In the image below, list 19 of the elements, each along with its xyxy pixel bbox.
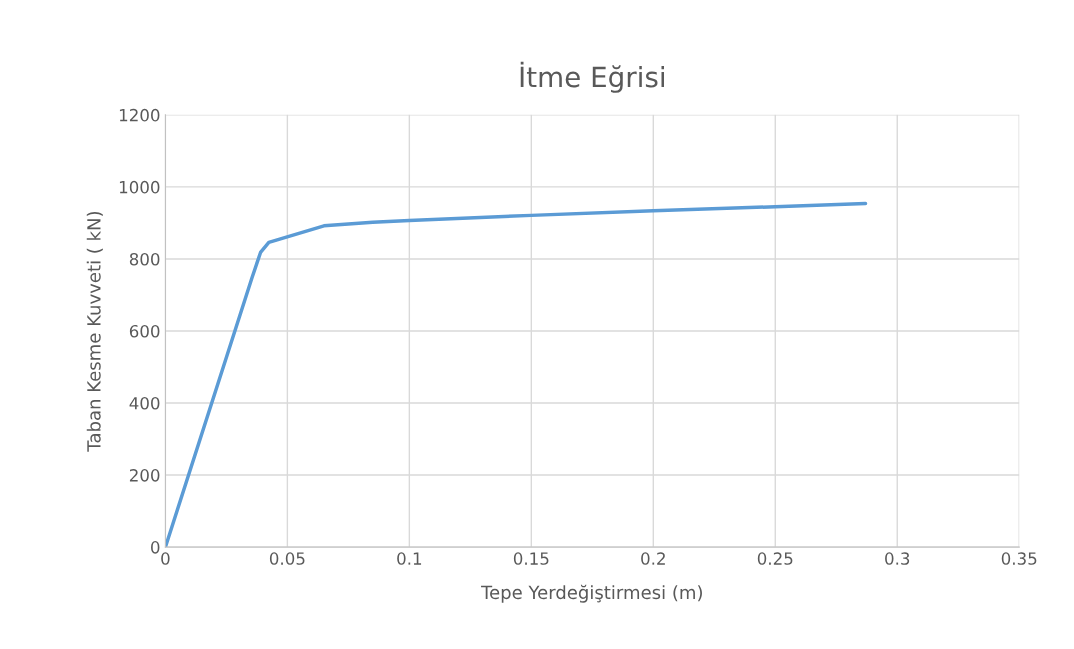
x-tick-label: 0.25 bbox=[757, 552, 793, 565]
x-tick-label: 0.15 bbox=[513, 552, 549, 565]
y-tick-label: 0 bbox=[151, 541, 160, 554]
y-tick-label: 400 bbox=[129, 396, 160, 410]
line-series bbox=[165, 201, 868, 548]
x-axis-title: Tepe Yerdeğiştirmesi (m) bbox=[481, 584, 702, 603]
x-tick-label: 0.3 bbox=[885, 552, 910, 565]
x-tick-label: 0.1 bbox=[397, 552, 422, 565]
y-tick-label: 1000 bbox=[119, 180, 160, 194]
chart-title: İtme Eğrisi bbox=[520, 61, 664, 93]
x-tick-label: 0.35 bbox=[1001, 552, 1037, 565]
x-tick-label: 0.2 bbox=[641, 552, 665, 565]
y-tick-label: 200 bbox=[129, 469, 160, 482]
y-tick-label: 1200 bbox=[119, 108, 160, 122]
y-axis-title: Taban Kesme Kuvveti ( kN) bbox=[86, 211, 103, 452]
y-tick-label: 800 bbox=[129, 252, 160, 266]
x-tick-label: 0.05 bbox=[269, 552, 305, 565]
y-tick-label: 600 bbox=[129, 324, 160, 338]
x-tick-label: 0 bbox=[161, 552, 170, 565]
